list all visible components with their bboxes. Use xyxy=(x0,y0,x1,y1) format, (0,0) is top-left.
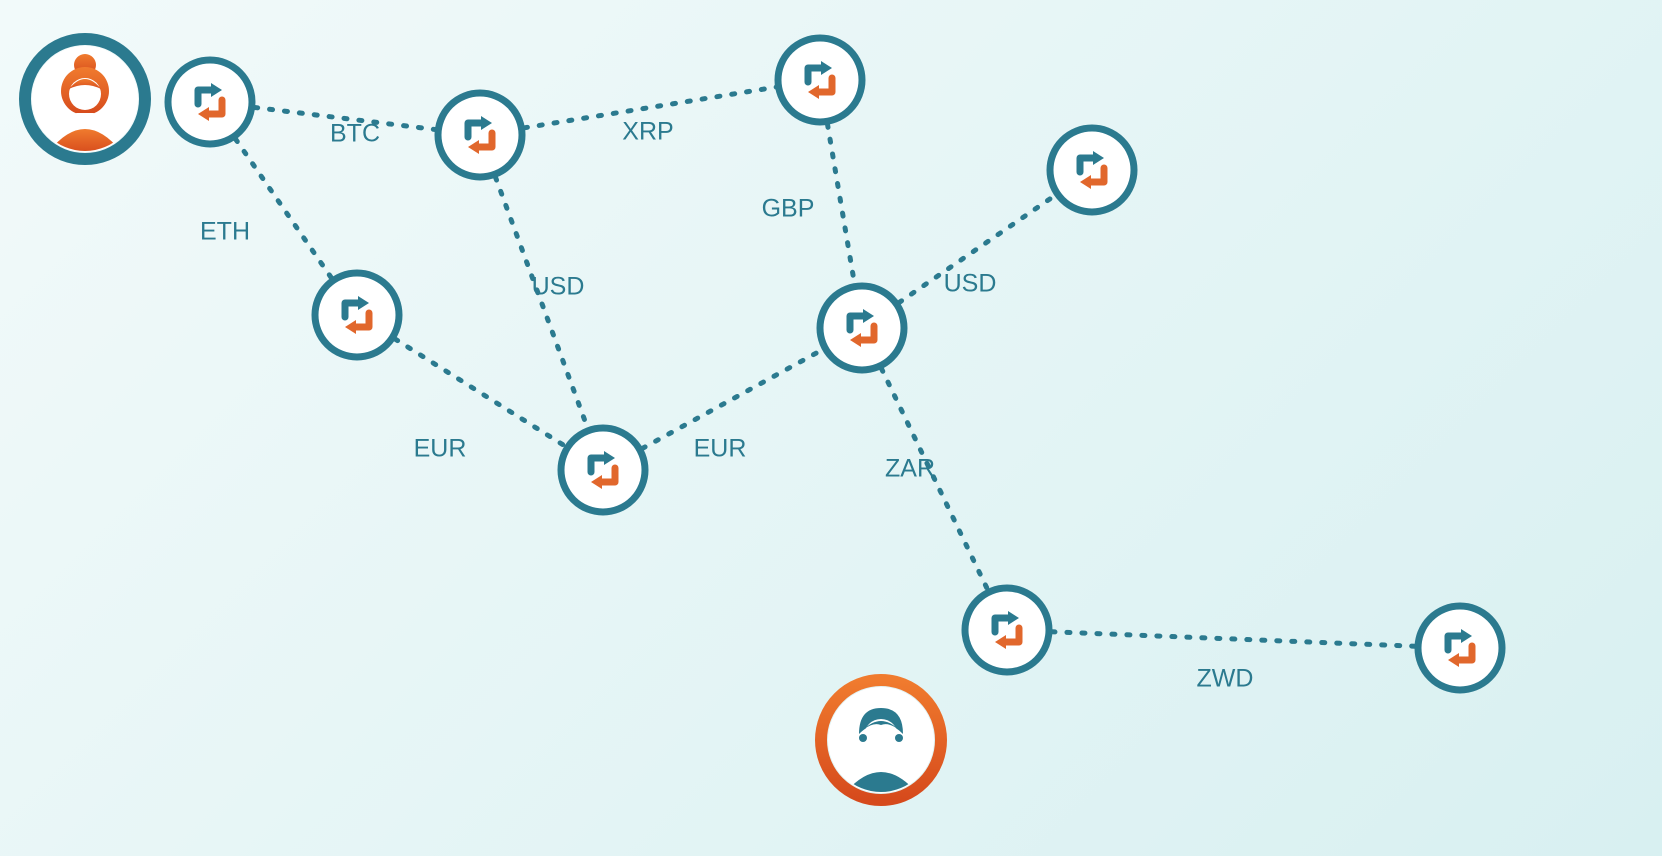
exchange-node-ex4 xyxy=(315,273,399,357)
edge-ex2-ex5 xyxy=(480,135,603,470)
exchange-node-ex1 xyxy=(168,60,252,144)
exchange-ring xyxy=(168,60,252,144)
edge-label-eur: EUR xyxy=(414,435,467,463)
exchange-ring xyxy=(561,428,645,512)
edge-label-zar: ZAR xyxy=(885,455,935,483)
exchange-ring xyxy=(778,38,862,122)
exchange-ring xyxy=(820,286,904,370)
diagram-stage: BTC XRP ETH USD EUR EUR GBP USD ZAR ZWD xyxy=(0,0,1662,856)
edge-label-zwd: ZWD xyxy=(1197,665,1254,693)
exchange-node-ex9 xyxy=(1418,606,1502,690)
exchange-ring xyxy=(1050,128,1134,212)
edge-label-usd: USD xyxy=(944,270,997,298)
exchange-node-ex6 xyxy=(820,286,904,370)
user-ear-right xyxy=(895,734,903,742)
exchange-node-ex3 xyxy=(778,38,862,122)
edge-label-eur: EUR xyxy=(694,435,747,463)
edge-label-btc: BTC xyxy=(330,120,380,148)
edge-label-eth: ETH xyxy=(200,218,250,246)
exchange-ring xyxy=(315,273,399,357)
exchange-ring xyxy=(965,588,1049,672)
exchange-ring xyxy=(1418,606,1502,690)
exchange-ring xyxy=(438,93,522,177)
network-canvas: BTC XRP ETH USD EUR EUR GBP USD ZAR ZWD xyxy=(0,0,1662,856)
exchange-node-ex2 xyxy=(438,93,522,177)
edge-label-gbp: GBP xyxy=(762,195,815,223)
exchange-node-ex8 xyxy=(965,588,1049,672)
edge-label-usd: USD xyxy=(532,273,585,301)
user-node-userB xyxy=(821,680,941,800)
exchange-node-ex7 xyxy=(1050,128,1134,212)
exchange-node-ex5 xyxy=(561,428,645,512)
edge-ex8-ex9 xyxy=(1007,630,1460,648)
user-node-userA xyxy=(25,39,145,159)
edge-label-xrp: XRP xyxy=(622,118,673,146)
user-ear-left xyxy=(859,734,867,742)
